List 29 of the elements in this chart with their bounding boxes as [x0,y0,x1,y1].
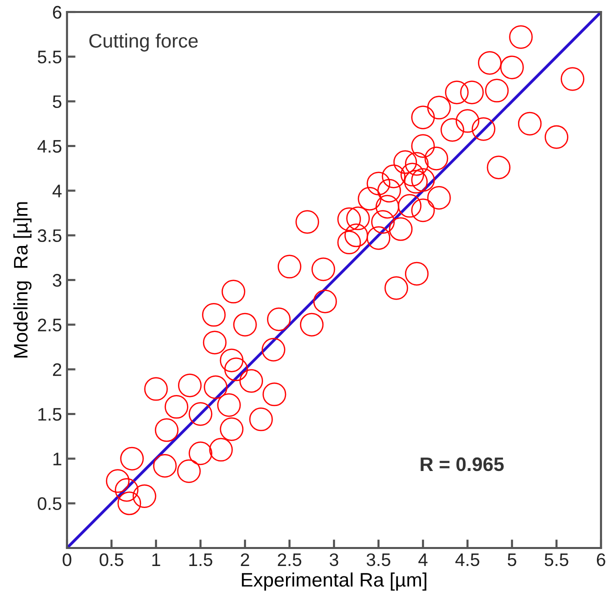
y-tick-label: 4 [52,184,62,198]
annotation: R = 0.965 [420,457,504,472]
x-tick-label: 4.5 [455,554,480,566]
y-axis-title: Modeling Ra [µ]m [13,202,32,358]
x-tick-label: 3.5 [366,553,390,566]
y-tick-label: 4.5 [37,140,62,153]
y-tick-label: 5.5 [38,50,62,64]
x-tick-label: 6 [596,553,606,566]
x-axis-title: Experimental Ra [µm] [242,572,426,591]
y-tick-label: 2.5 [38,318,62,332]
x-tick-label: 0.5 [100,553,124,566]
y-tick-label: 0.5 [38,497,62,510]
y-tick-label: 3.5 [38,229,62,242]
x-tick-label: 5 [508,554,516,566]
y-tick-label: 5 [52,95,62,108]
x-tick-label: 5.5 [544,554,568,566]
x-tick-label: 1 [152,554,160,566]
x-tick-label: 2 [240,553,250,566]
x-tick-label: 0 [62,553,72,566]
y-tick-label: 1 [53,452,62,466]
y-tick-label: 3 [52,274,62,287]
x-tick-label: 2.5 [278,553,302,566]
x-tick-label: 3 [330,553,338,566]
x-tick-label: 1.5 [189,554,212,566]
x-tick-label: 4 [418,554,428,566]
annotation: Cutting force [89,33,198,52]
y-tick-label: 6 [53,6,62,19]
y-tick-label: 2 [53,363,62,376]
y-tick-label: 1.5 [38,408,62,421]
